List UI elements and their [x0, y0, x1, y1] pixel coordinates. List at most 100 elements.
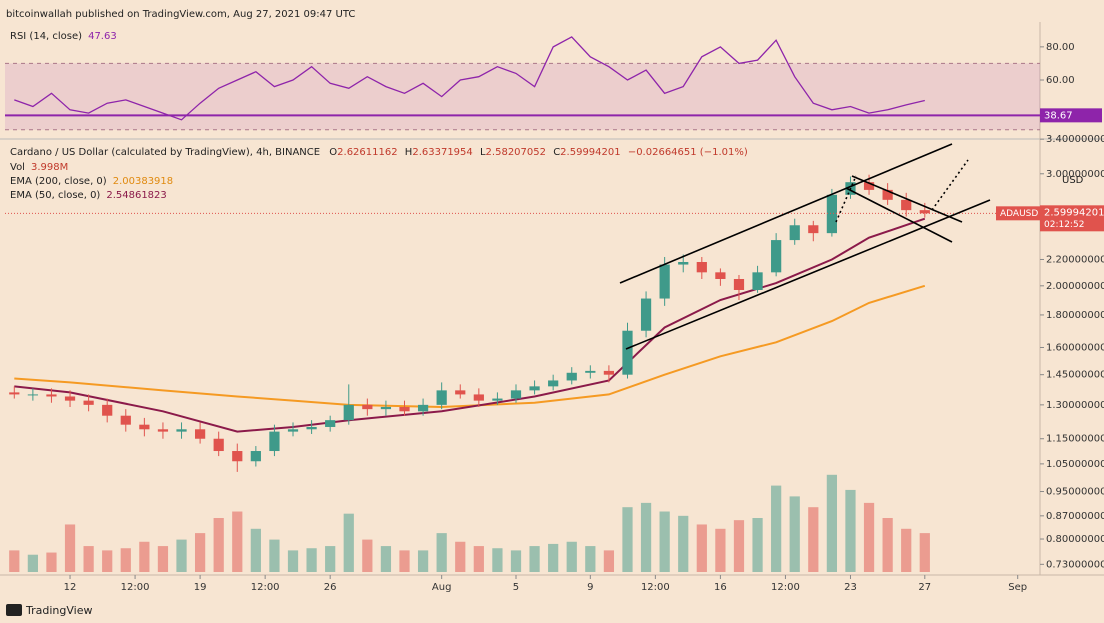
volume-bar [232, 511, 243, 572]
candle-body [455, 390, 466, 395]
volume-bar [287, 550, 299, 572]
y-tick-label: 1.60000000 [1046, 342, 1104, 353]
projection [931, 159, 969, 211]
volume-bar [548, 543, 559, 572]
candle-body [139, 424, 150, 430]
ohlc-label: H [405, 147, 413, 158]
candle-body [733, 278, 745, 290]
volume-bar [919, 533, 930, 572]
candle-body [882, 189, 893, 200]
y-tick-label: 1.30000000 [1046, 400, 1104, 411]
candle-body [27, 394, 38, 396]
ohlc-label: C [553, 147, 560, 158]
volume-bar [473, 546, 484, 572]
volume-bar [492, 548, 503, 572]
flag-lower [845, 187, 953, 243]
y-tick-label: 60.00 [1046, 75, 1075, 86]
volume-bar [510, 550, 522, 572]
volume-bar [771, 485, 782, 572]
volume-bar [603, 550, 615, 572]
candle-body [325, 420, 336, 427]
change: −0.02664651 (−1.01%) [628, 147, 748, 158]
price-box [1040, 205, 1104, 232]
ohlc-value: 2.62611162 [337, 147, 397, 158]
candle-body [194, 429, 206, 439]
volume-bar [808, 507, 819, 572]
symbol-title: Cardano / US Dollar (calculated by Tradi… [10, 147, 320, 158]
volume-bar [826, 474, 837, 572]
ohlc-value: 2.63371954 [412, 147, 472, 158]
candle-body [622, 330, 633, 375]
rsi-legend: RSI (14, close) 47.63 [10, 31, 117, 42]
candle-body [83, 400, 94, 405]
volume-bar [455, 541, 466, 572]
volume-bar [250, 528, 261, 572]
y-tick-label: 1.15000000 [1046, 434, 1104, 445]
volume-bar [789, 496, 800, 572]
candle-body [548, 380, 559, 387]
legend: Cardano / US Dollar (calculated by Tradi… [10, 147, 748, 158]
ema-value: 2.00383918 [113, 176, 173, 187]
volume-bar [139, 541, 150, 572]
candle-body [176, 429, 187, 432]
symbol-box [996, 206, 1040, 221]
volume-bar [585, 546, 596, 572]
volume-bar [176, 539, 187, 572]
volume-bar [678, 515, 689, 572]
x-tick-label: 12:00 [251, 582, 280, 593]
volume-bar [306, 548, 317, 572]
x-tick-label: 12:00 [771, 582, 800, 593]
candle-body [46, 394, 57, 397]
volume-bar [9, 550, 20, 572]
x-tick-label: 19 [194, 582, 207, 593]
ema-value: 2.54861823 [106, 190, 166, 201]
volume-bar [882, 518, 893, 572]
volume-bar [157, 546, 169, 572]
ohlc-label: L [480, 147, 486, 158]
volume-bar [696, 524, 707, 572]
volume-bar [83, 546, 94, 572]
candle-body [473, 394, 484, 401]
y-tick-label: 2.20000000 [1046, 254, 1104, 265]
candle-body [603, 370, 615, 375]
ema-line [14, 217, 926, 433]
candle-body [771, 240, 782, 273]
volume-bar [566, 541, 577, 572]
volume-bar [715, 528, 726, 572]
candle-body [715, 272, 726, 279]
x-tick-label: Aug [432, 582, 452, 593]
y-tick-label: 0.95000000 [1046, 487, 1104, 498]
rsi-level-box [1040, 108, 1102, 123]
x-tick-label: 12 [64, 582, 77, 593]
candle-body [362, 404, 373, 410]
channel-lower [625, 199, 991, 350]
volume-bar [436, 533, 447, 572]
x-tick-label: 23 [844, 582, 857, 593]
x-tick-label: 9 [587, 582, 593, 593]
ema-name: EMA (200, close, 0) [10, 176, 107, 187]
volume-bar [901, 528, 912, 572]
candle-body [417, 404, 429, 412]
candle-body [789, 225, 800, 241]
ema-name: EMA (50, close, 0) [10, 190, 100, 201]
candle-body [436, 390, 447, 405]
x-tick-label: 26 [324, 582, 337, 593]
candle-body [306, 426, 317, 430]
x-tick-label: Sep [1008, 582, 1027, 593]
volume-bar [102, 550, 113, 572]
y-tick-label: 3.00000000 [1046, 169, 1104, 180]
volume-bar [845, 489, 856, 572]
ohlc-value: 2.58207052 [486, 147, 546, 158]
volume-bar [120, 548, 131, 572]
x-tick-label: 27 [918, 582, 931, 593]
volume-legend: Vol 3.998M [10, 162, 68, 173]
ema-legend: EMA (50, close, 0) 2.54861823 [10, 190, 167, 201]
rsi-band [5, 63, 1040, 130]
volume-bar [640, 502, 652, 572]
rsi-line [14, 36, 925, 121]
y-tick-label: 0.73000000 [1046, 559, 1104, 570]
volume-bar [659, 511, 670, 572]
axes: 80.00 60.00 38.67 3.40000000 3.00000000 2.200… [64, 42, 1104, 593]
candle-body [213, 438, 224, 452]
